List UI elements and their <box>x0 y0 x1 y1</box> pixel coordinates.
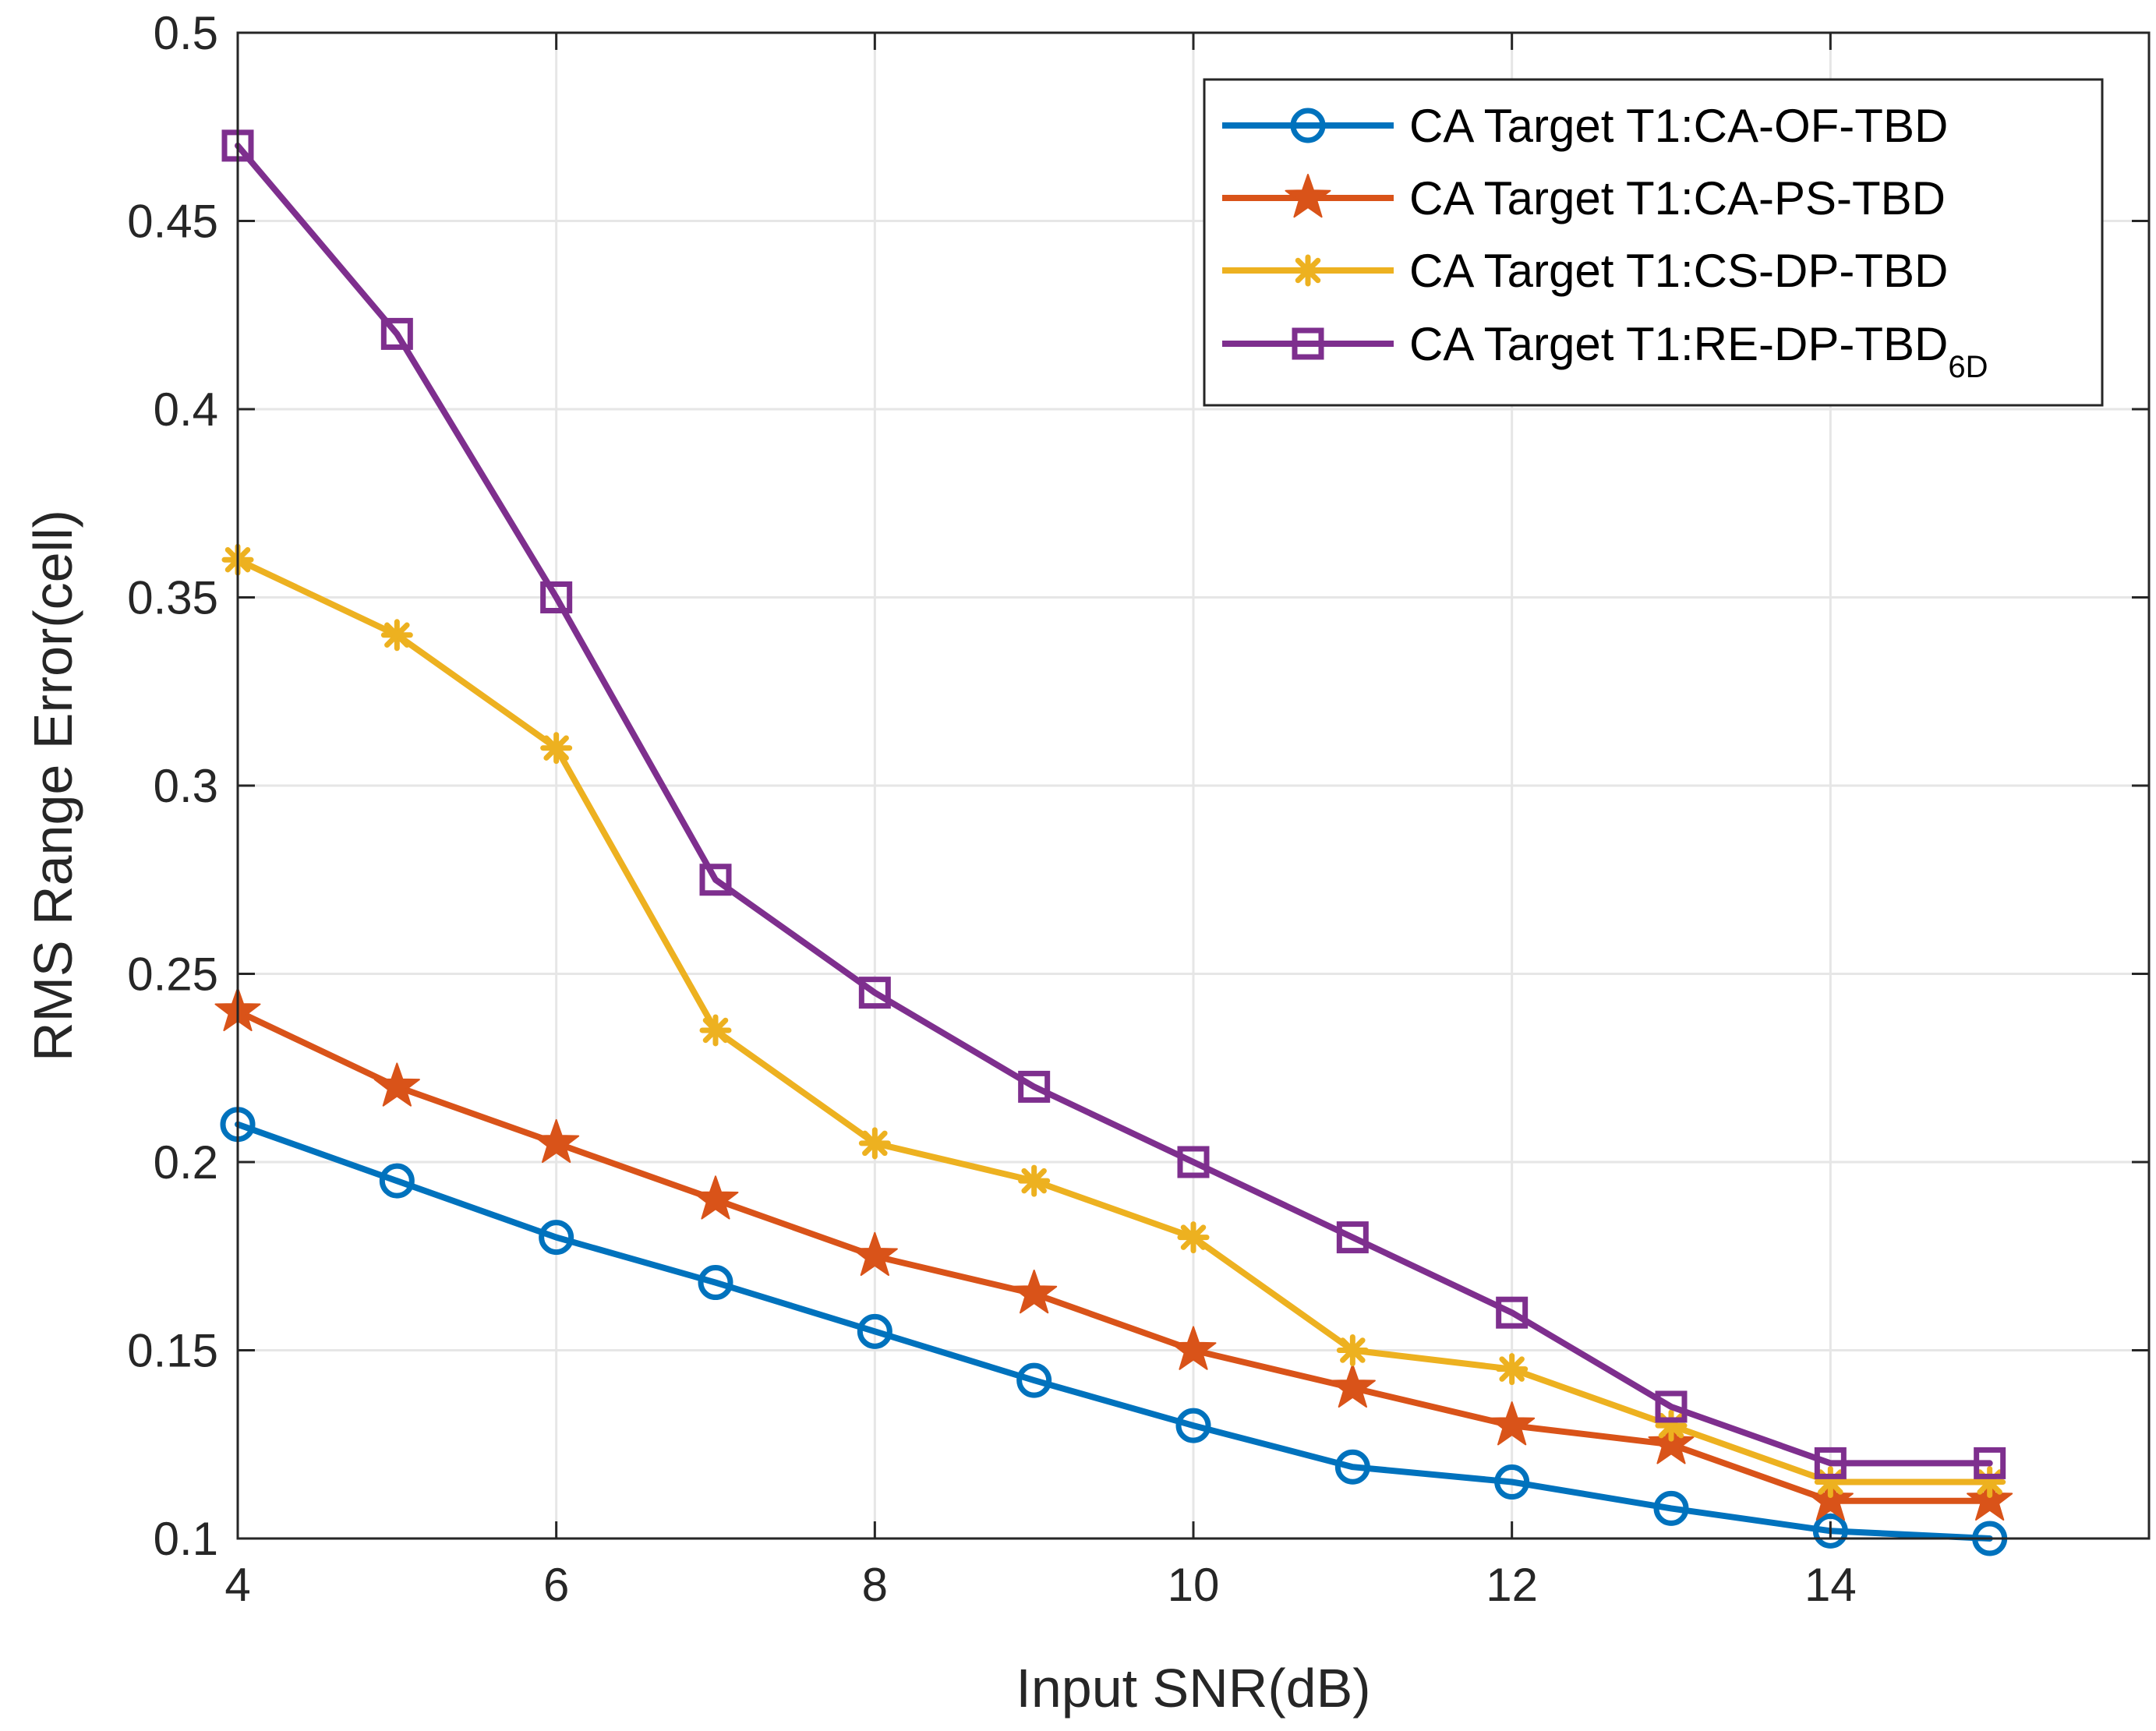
y-axis-label: RMS Range Error(cell) <box>23 510 83 1062</box>
x-tick-label: 4 <box>224 1559 250 1611</box>
data-point-star <box>1489 1401 1536 1446</box>
data-point-star <box>1329 1363 1376 1408</box>
y-tick-label: 0.35 <box>127 572 218 624</box>
data-point-circle <box>1334 1449 1370 1485</box>
y-tick-label: 0.3 <box>154 760 218 812</box>
data-point-circle <box>1016 1362 1052 1398</box>
data-point-star <box>1807 1476 1854 1521</box>
series-line <box>235 142 1993 1467</box>
legend-label-main: CA Target T1:RE-DP-TBD <box>1409 318 1948 370</box>
axis-ticks: 4 6 8 10 12 14 0.1 0.15 0.2 0.25 0.3 0.35 0.4 0.45 0.5 <box>127 7 2149 1611</box>
series-1 <box>220 1107 2008 1556</box>
y-tick-label: 0.2 <box>154 1136 218 1189</box>
data-point-asterisk <box>1814 1466 1847 1499</box>
legend-marker-asterisk <box>1292 254 1324 287</box>
data-point-circle <box>1812 1513 1848 1549</box>
series-line <box>235 1121 1993 1542</box>
legend-label-main: CA Target T1:CS-DP-TBD <box>1409 245 1948 297</box>
x-tick-label: 12 <box>1486 1559 1538 1611</box>
data-point-asterisk <box>1336 1334 1369 1366</box>
legend-label: CA Target T1:RE-DP-TBD6D <box>1409 318 1988 384</box>
legend-item-4: CA Target T1:RE-DP-TBD6D <box>1222 318 1988 384</box>
data-point-square <box>380 317 413 350</box>
asterisk-stroke <box>384 622 410 648</box>
data-point-square <box>1018 1070 1051 1103</box>
data-point-square <box>1336 1221 1369 1254</box>
y-tick-label: 0.5 <box>154 7 218 59</box>
legend-marker-circle <box>1290 108 1326 143</box>
legend: CA Target T1:CA-OF-TBD CA Target T1:CA-PS… <box>1203 78 2104 407</box>
asterisk-stroke <box>1340 1337 1366 1363</box>
y-tick-label: 0.4 <box>154 383 218 436</box>
data-point-asterisk <box>1974 1466 2006 1499</box>
data-point-asterisk <box>1018 1164 1051 1197</box>
series-line <box>235 556 1993 1485</box>
legend-marker-star <box>1285 174 1331 218</box>
data-point-star <box>1967 1476 2013 1521</box>
legend-marker-square <box>1292 327 1324 360</box>
y-tick-label: 0.1 <box>154 1513 218 1565</box>
x-tick-label: 8 <box>862 1559 888 1611</box>
asterisk-stroke <box>543 735 569 761</box>
x-tick-label: 6 <box>543 1559 569 1611</box>
legend-item-1: CA Target T1:CA-OF-TBD <box>1222 100 1948 152</box>
data-point-asterisk <box>1177 1221 1210 1254</box>
legend-item-2: CA Target T1:CA-PS-TBD <box>1222 172 1946 224</box>
series-2 <box>214 987 2013 1521</box>
legend-item-3: CA Target T1:CS-DP-TBD <box>1222 245 1948 297</box>
series-line <box>235 1008 1993 1504</box>
asterisk-stroke <box>862 1130 888 1157</box>
data-point-circle <box>1494 1464 1530 1500</box>
data-point-square <box>858 977 891 1009</box>
data-point-asterisk <box>540 732 573 765</box>
data-point-circle <box>379 1163 415 1199</box>
data-point-asterisk <box>858 1127 891 1160</box>
data-point-square <box>1496 1296 1529 1329</box>
data-point-circle <box>1653 1490 1689 1526</box>
data-point-circle <box>857 1313 892 1349</box>
asterisk-stroke <box>1180 1224 1207 1250</box>
x-tick-label: 10 <box>1168 1559 1220 1611</box>
asterisk-stroke <box>1021 1168 1047 1194</box>
data-point-circle <box>539 1220 574 1256</box>
asterisk-stroke <box>1499 1356 1525 1382</box>
data-point-square <box>1655 1390 1688 1423</box>
x-axis-label: Input SNR(dB) <box>1016 1658 1370 1719</box>
data-point-star <box>533 1118 580 1164</box>
data-point-star <box>851 1231 898 1276</box>
data-point-circle <box>1175 1408 1211 1443</box>
data-point-star <box>1170 1326 1217 1370</box>
legend-label-main: CA Target T1:CA-OF-TBD <box>1409 100 1948 152</box>
data-point-star <box>1011 1270 1058 1314</box>
x-tick-label: 14 <box>1804 1559 1857 1611</box>
data-point-circle <box>698 1265 733 1301</box>
data-point-star <box>692 1175 739 1220</box>
data-point-square <box>1177 1146 1210 1178</box>
y-tick-label: 0.15 <box>127 1325 218 1377</box>
data-point-square <box>540 581 573 613</box>
data-point-star <box>1648 1420 1695 1464</box>
asterisk-stroke <box>702 1017 729 1044</box>
data-point-asterisk <box>699 1014 732 1047</box>
data-point-star <box>373 1062 420 1107</box>
data-point-square <box>1974 1447 2006 1479</box>
data-point-square <box>1814 1447 1847 1479</box>
data-point-asterisk <box>380 619 413 652</box>
legend-label: CA Target T1:CA-OF-TBD <box>1409 100 1948 152</box>
data-point-square <box>699 864 732 896</box>
legend-label-subscript: 6D <box>1948 350 1988 384</box>
legend-label: CA Target T1:CS-DP-TBD <box>1409 245 1948 297</box>
legend-box <box>1203 78 2104 407</box>
legend-label: CA Target T1:CA-PS-TBD <box>1409 172 1946 224</box>
legend-label-main: CA Target T1:CA-PS-TBD <box>1409 172 1946 224</box>
series-3 <box>221 543 2006 1499</box>
y-tick-label: 0.25 <box>127 949 218 1001</box>
data-point-asterisk <box>1496 1353 1529 1386</box>
data-point-asterisk <box>1655 1409 1688 1442</box>
asterisk-stroke <box>1295 257 1321 284</box>
y-tick-label: 0.45 <box>127 196 218 248</box>
